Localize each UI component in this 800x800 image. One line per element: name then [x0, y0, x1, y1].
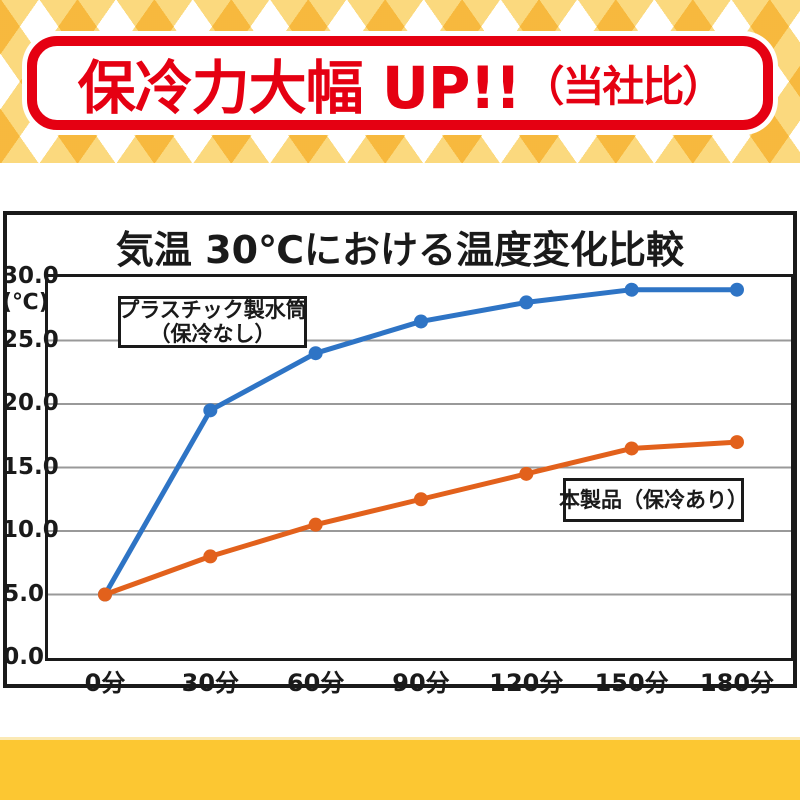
banner-main-text: 保冷力大幅 UP!!	[77, 54, 522, 122]
data-point	[413, 314, 428, 329]
banner-sub-text: （当社比）	[522, 61, 724, 111]
headline-banner: 保冷力大幅 UP!! （当社比）	[27, 36, 773, 130]
y-tick-label: 15.0	[2, 453, 59, 480]
x-tick-label: 90分	[392, 669, 450, 697]
x-tick-label: 30分	[181, 669, 240, 697]
bottom-yellow-band	[0, 737, 800, 800]
chart-title: 気温 30℃における温度変化比較	[115, 228, 685, 272]
line-chart	[48, 282, 791, 602]
data-point	[624, 441, 639, 456]
legend-plastic-bottle: プラスチック製水筒 （保冷なし）	[118, 296, 307, 348]
data-point	[519, 466, 534, 481]
legend-plastic-line2: （保冷なし）	[149, 322, 276, 346]
y-tick-label: 5.0	[3, 580, 44, 607]
data-point	[519, 295, 534, 310]
data-point	[729, 282, 744, 297]
data-point	[203, 549, 218, 564]
y-tick-label: 10.0	[2, 517, 59, 543]
x-tick-label: 0分	[84, 669, 126, 697]
y-tick-label: 20.0	[2, 390, 59, 416]
x-tick-label: 120分	[489, 669, 564, 697]
legend-product-label: 本製品（保冷あり）	[559, 488, 748, 512]
x-tick-label: 150分	[594, 669, 669, 697]
y-axis-unit-label: (℃)	[2, 290, 49, 315]
x-tick-label: 60分	[286, 669, 345, 697]
data-point	[729, 435, 744, 450]
y-tick-label: 25.0	[2, 326, 59, 353]
x-tick-label: 180分	[699, 669, 775, 697]
data-point	[413, 492, 428, 507]
plot-area	[45, 274, 794, 661]
y-tick-label: 30.0	[2, 263, 59, 289]
data-point	[624, 282, 639, 297]
data-point	[98, 587, 112, 602]
legend-this-product: 本製品（保冷あり）	[559, 478, 748, 522]
y-tick-label: 0.0	[3, 644, 44, 670]
legend-plastic-line1: プラスチック製水筒	[118, 298, 307, 322]
data-point	[308, 517, 323, 532]
data-point	[203, 403, 218, 418]
data-point	[308, 346, 323, 361]
